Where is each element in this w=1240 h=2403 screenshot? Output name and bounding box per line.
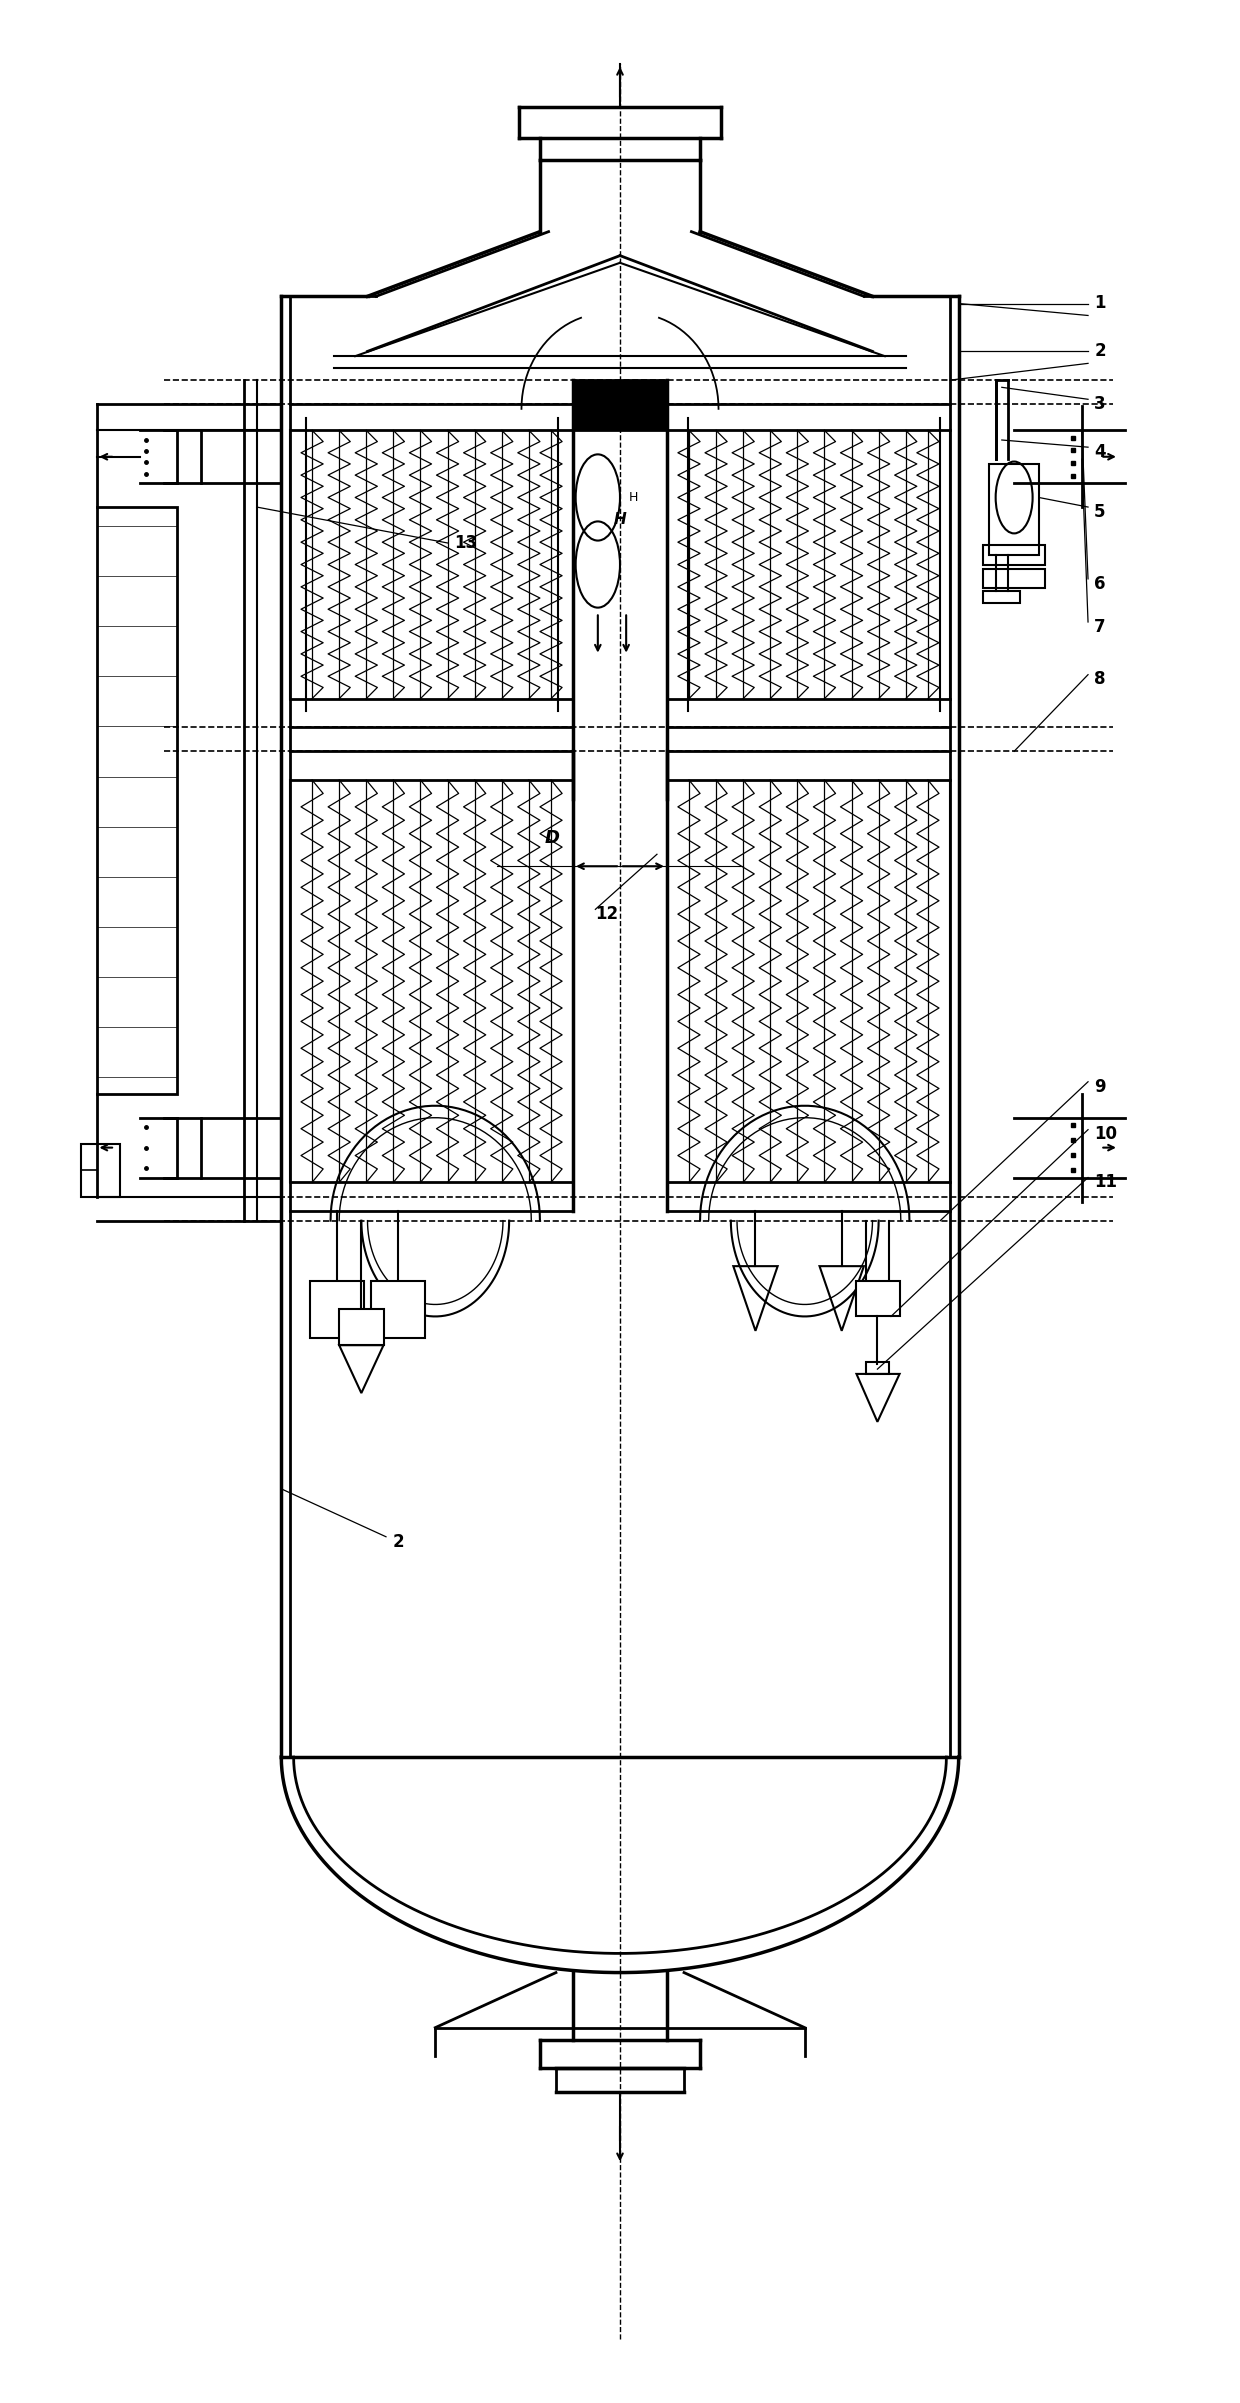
Bar bbox=[857, 1281, 899, 1317]
Text: 5: 5 bbox=[1094, 502, 1106, 521]
Bar bbox=[983, 591, 1021, 603]
Text: 2: 2 bbox=[1094, 341, 1106, 360]
Text: 12: 12 bbox=[595, 906, 619, 923]
Bar bbox=[371, 1281, 425, 1338]
Bar bbox=[340, 1310, 383, 1346]
Bar bbox=[97, 507, 176, 1093]
Text: 6: 6 bbox=[1094, 574, 1106, 594]
Bar bbox=[867, 1363, 889, 1375]
Polygon shape bbox=[340, 1346, 383, 1394]
Text: 8: 8 bbox=[1094, 670, 1106, 690]
Polygon shape bbox=[857, 1375, 899, 1423]
Text: 1: 1 bbox=[1094, 296, 1106, 312]
Text: 11: 11 bbox=[1094, 1173, 1117, 1192]
Text: 3: 3 bbox=[1094, 394, 1106, 413]
Bar bbox=[983, 570, 1045, 589]
Bar bbox=[990, 464, 1039, 555]
Text: H: H bbox=[629, 490, 639, 505]
Text: 4: 4 bbox=[1094, 442, 1106, 461]
Polygon shape bbox=[733, 1266, 777, 1331]
Text: 2: 2 bbox=[392, 1533, 404, 1550]
Polygon shape bbox=[820, 1266, 864, 1331]
Text: D: D bbox=[544, 829, 559, 848]
Text: 13: 13 bbox=[454, 533, 477, 553]
Bar bbox=[310, 1281, 363, 1338]
Text: 10: 10 bbox=[1094, 1125, 1117, 1144]
Bar bbox=[573, 380, 667, 430]
Text: 7: 7 bbox=[1094, 618, 1106, 637]
Bar bbox=[983, 545, 1045, 565]
Bar bbox=[81, 1144, 120, 1197]
Text: H: H bbox=[614, 512, 626, 526]
Text: 9: 9 bbox=[1094, 1077, 1106, 1096]
